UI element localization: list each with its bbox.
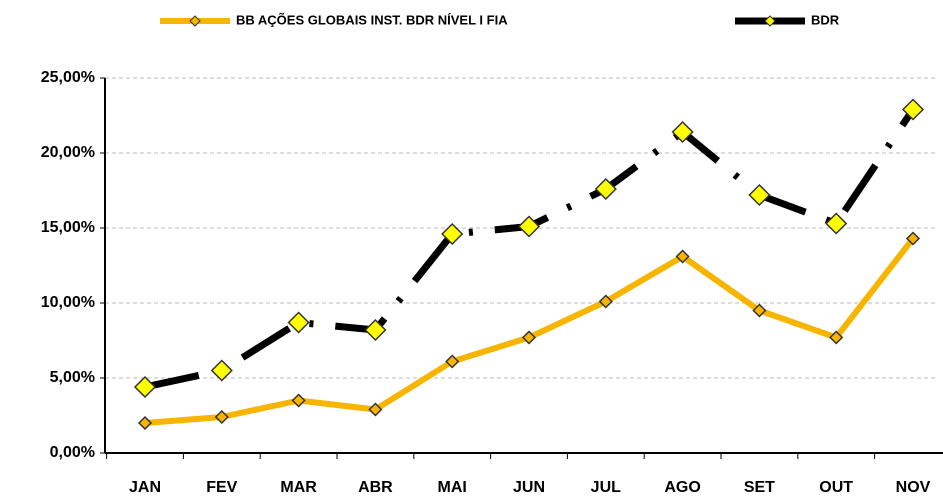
marker [364,318,387,342]
x-tick-label: ABR [358,479,393,496]
y-tick-label: 25,00% [41,69,95,86]
marker [671,120,694,144]
x-tick-label: JAN [129,479,161,496]
y-tick-label: 5,00% [50,369,95,386]
x-tick-label: MAR [280,479,317,496]
y-tick-label: 15,00% [41,219,95,236]
legend-label: BDR [811,12,840,27]
marker [594,177,617,201]
x-tick-label: SET [744,479,775,496]
x-tick-label: MAI [438,479,467,496]
y-tick-label: 0,00% [50,444,95,461]
marker [133,375,157,399]
marker [287,311,310,334]
x-tick-label: JUL [591,479,621,496]
marker [517,215,541,238]
marker [521,330,537,345]
marker [905,231,921,246]
marker [825,212,848,235]
series-line [144,107,916,391]
y-tick-label: 10,00% [41,294,95,311]
x-tick-label: FEV [206,479,237,496]
marker [675,249,690,264]
marker [829,330,844,345]
marker [901,98,925,121]
marker [137,415,153,431]
marker [441,222,464,246]
marker [748,183,771,207]
legend-label: BB AÇÕES GLOBAIS INST. BDR NÍVEL I FIA [236,12,508,27]
marker [445,354,460,369]
x-tick-label: OUT [819,479,853,496]
x-tick-label: JUN [513,479,545,496]
x-tick-label: AGO [664,479,700,496]
marker [210,359,233,382]
marker [291,393,306,408]
x-tick-label: NOV [896,479,931,496]
legend-marker [764,15,776,27]
y-tick-label: 20,00% [41,144,95,161]
legend-marker [189,15,201,27]
marker [598,294,613,309]
marker [368,402,383,417]
marker [752,303,767,318]
marker [214,409,229,425]
